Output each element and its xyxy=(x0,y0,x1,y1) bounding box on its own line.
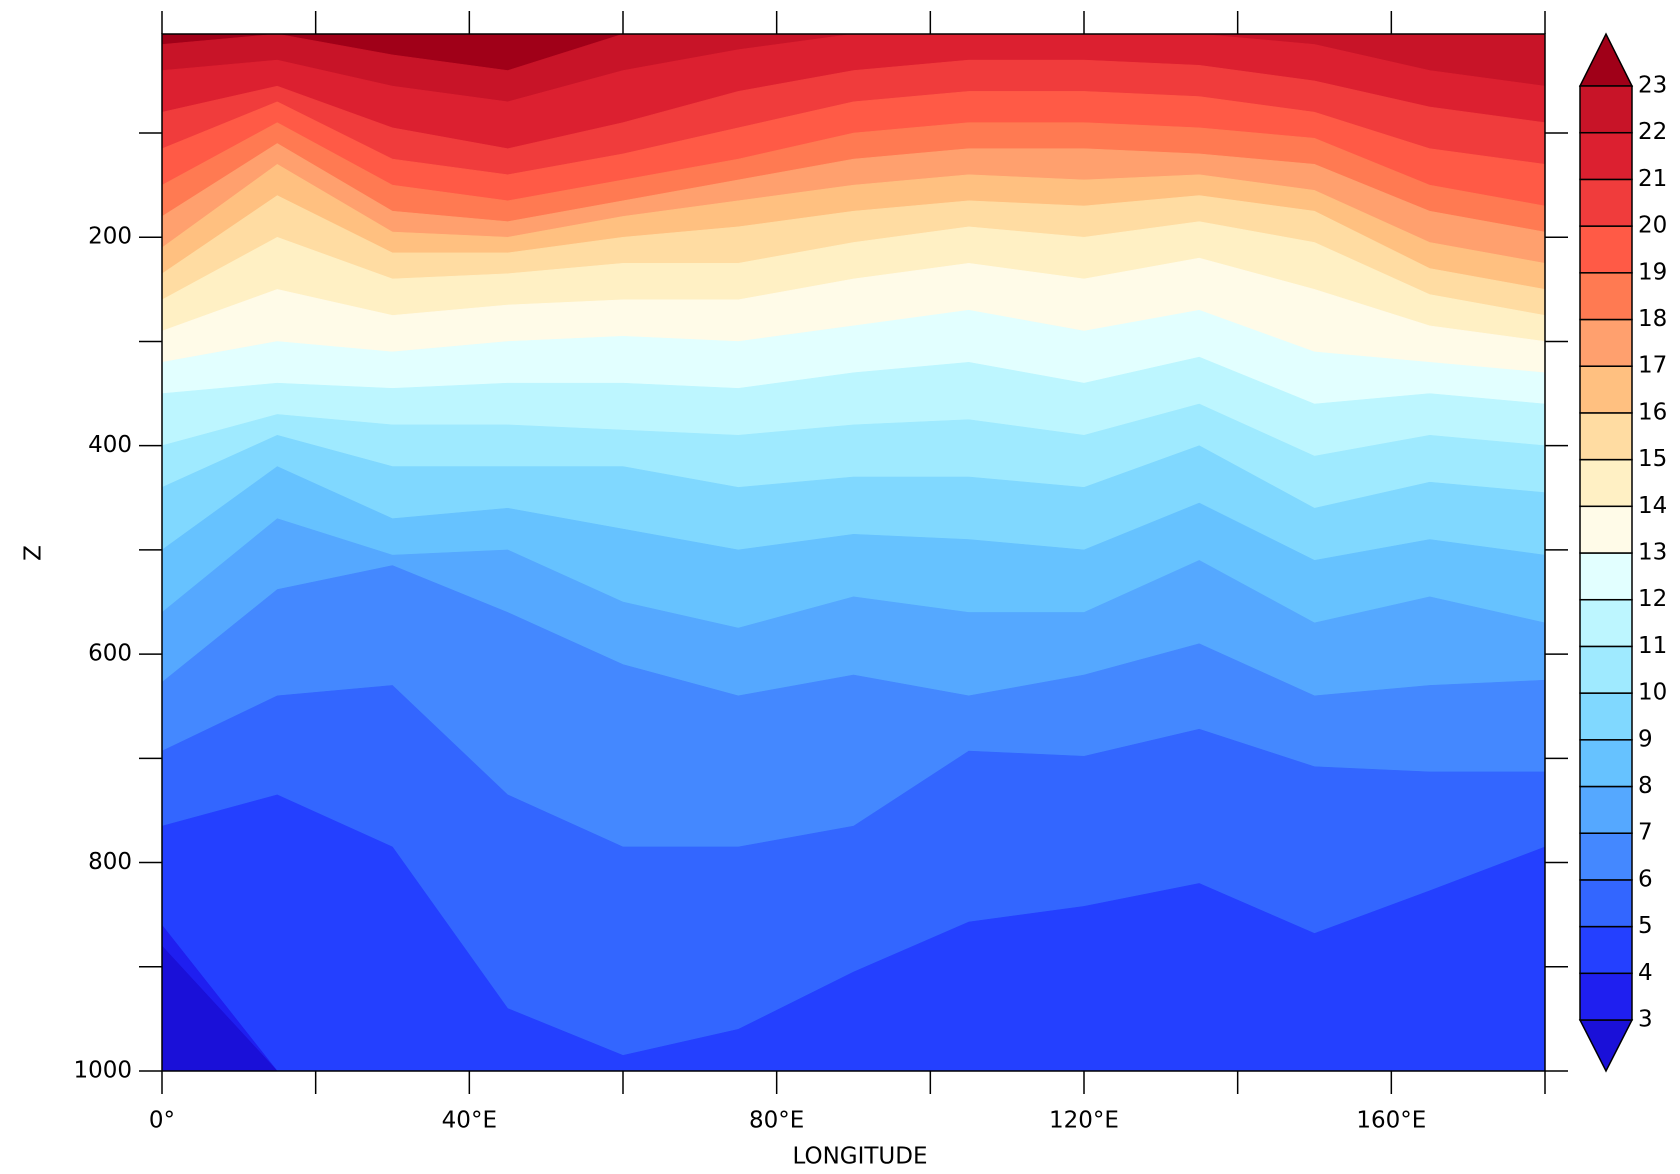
x-axis-label: LONGITUDE xyxy=(792,1144,927,1170)
colorbar-label: 15 xyxy=(1638,446,1667,472)
colorbar-below xyxy=(1578,1019,1634,1073)
colorbar-label: 11 xyxy=(1638,633,1667,659)
x-tick-label: 40°E xyxy=(442,1108,497,1134)
colorbar-swatch xyxy=(1579,785,1633,834)
colorbar-swatch xyxy=(1579,645,1633,694)
colorbar-label: 18 xyxy=(1638,306,1667,332)
y-tick-label: 600 xyxy=(88,641,132,667)
colorbar-swatch xyxy=(1579,505,1633,554)
colorbar-label: 9 xyxy=(1638,726,1653,752)
colorbar-label: 16 xyxy=(1638,399,1667,425)
colorbar-label: 8 xyxy=(1638,773,1653,799)
colorbar-label: 20 xyxy=(1638,213,1667,239)
colorbar-label: 14 xyxy=(1638,493,1667,519)
x-tick-label: 0° xyxy=(149,1108,175,1134)
colorbar-label: 7 xyxy=(1638,820,1653,846)
colorbar-swatch xyxy=(1579,598,1633,648)
colorbar-swatch xyxy=(1579,131,1633,181)
colorbar-swatch xyxy=(1579,85,1633,134)
colorbar-swatch xyxy=(1579,318,1633,367)
colorbar-swatch xyxy=(1579,692,1633,741)
y-tick-label: 400 xyxy=(88,432,132,458)
colorbar-swatch xyxy=(1579,879,1633,928)
colorbar-label: 3 xyxy=(1638,1007,1653,1033)
y-tick-label: 800 xyxy=(88,849,132,875)
colorbar-label: 10 xyxy=(1638,680,1667,706)
y-tick-label: 1000 xyxy=(73,1058,132,1084)
colorbar-label: 12 xyxy=(1638,586,1667,612)
y-axis-label: Z xyxy=(21,545,47,561)
x-tick-label: 160°E xyxy=(1356,1108,1426,1134)
y-tick-label: 200 xyxy=(88,224,132,250)
colorbar-swatch xyxy=(1579,225,1633,274)
colorbar-label: 13 xyxy=(1638,540,1667,566)
colorbar-label: 4 xyxy=(1638,960,1653,986)
colorbar-label: 5 xyxy=(1638,913,1653,939)
x-tick-label: 80°E xyxy=(749,1108,804,1134)
colorbar-swatch xyxy=(1579,832,1633,881)
colorbar-swatch xyxy=(1579,925,1633,975)
colorbar-label: 6 xyxy=(1638,866,1653,892)
colorbar-swatch xyxy=(1579,552,1633,601)
colorbar-swatch xyxy=(1579,272,1633,321)
plot-frame xyxy=(161,33,1546,1072)
colorbar-swatch xyxy=(1579,739,1633,788)
colorbar-swatch xyxy=(1579,972,1633,1021)
colorbar-label: 22 xyxy=(1638,119,1667,145)
colorbar-label: 21 xyxy=(1638,166,1667,192)
colorbar-above xyxy=(1578,32,1634,87)
colorbar-swatch xyxy=(1579,458,1633,508)
colorbar-label: 17 xyxy=(1638,353,1667,379)
colorbar-swatch xyxy=(1579,365,1633,414)
colorbar-swatch xyxy=(1579,178,1633,227)
colorbar-label: 23 xyxy=(1638,73,1667,99)
x-tick-label: 120°E xyxy=(1049,1108,1119,1134)
colorbar-swatch xyxy=(1579,412,1633,461)
colorbar-label: 19 xyxy=(1638,259,1667,285)
